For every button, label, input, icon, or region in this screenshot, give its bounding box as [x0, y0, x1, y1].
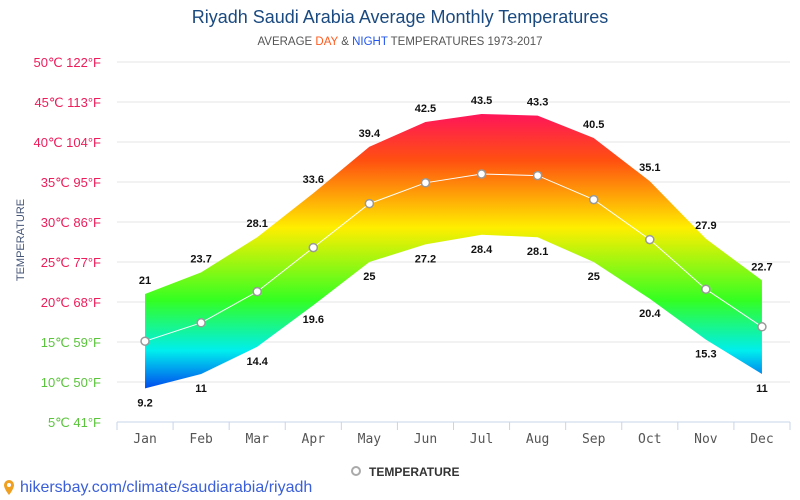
chart-title: Riyadh Saudi Arabia Average Monthly Temp… — [191, 7, 609, 27]
data-point[interactable] — [645, 234, 655, 245]
location-pin-icon — [4, 480, 14, 495]
high-data-label: 42.5 — [415, 103, 436, 115]
low-data-label: 11 — [756, 383, 768, 395]
x-tick-label: Apr — [302, 432, 326, 447]
low-data-label: 15.3 — [695, 349, 716, 361]
low-data-label: 27.2 — [415, 253, 436, 265]
subtitle-night: NIGHT — [352, 36, 388, 48]
x-tick-label: Jun — [414, 432, 437, 447]
subtitle-mid: & — [338, 36, 353, 48]
chart-subtitle: AVERAGE DAY & NIGHT TEMPERATURES 1973-20… — [0, 36, 800, 48]
y-tick-label: 35℃ 95°F — [41, 175, 101, 190]
high-data-label: 39.4 — [359, 128, 381, 140]
low-data-label: 14.4 — [246, 356, 268, 368]
high-data-label: 43.5 — [471, 95, 492, 107]
data-point[interactable] — [701, 284, 711, 294]
low-data-label: 28.1 — [527, 246, 548, 258]
high-data-label: 22.7 — [751, 261, 772, 273]
data-point[interactable] — [196, 318, 206, 328]
y-tick-label: 45℃ 113°F — [34, 95, 101, 110]
x-tick-label: Oct — [638, 432, 661, 447]
source-link[interactable]: hikersbay.com/climate/saudiarabia/riyadh — [20, 479, 313, 496]
data-point[interactable] — [420, 178, 431, 188]
x-tick-label: Sep — [582, 432, 606, 447]
data-point[interactable] — [364, 198, 375, 209]
x-tick-label: Jan — [133, 432, 156, 447]
temperature-range-band — [145, 114, 762, 389]
average-temperature-line — [144, 173, 763, 342]
subtitle-post: TEMPERATURES 1973-2017 — [387, 36, 543, 48]
subtitle-pre: AVERAGE — [257, 36, 316, 48]
high-data-label: 33.6 — [303, 174, 324, 186]
y-tick-label: 25℃ 77°F — [41, 255, 101, 270]
y-tick-label: 30℃ 86°F — [41, 215, 101, 230]
low-data-label: 9.2 — [137, 397, 152, 409]
y-tick-label: 5℃ 41°F — [48, 415, 101, 430]
x-tick-label: Nov — [694, 432, 718, 447]
high-data-label: 27.9 — [695, 220, 716, 232]
low-data-label: 25 — [588, 271, 600, 283]
legend-label[interactable]: TEMPERATURE — [369, 465, 459, 479]
data-point[interactable] — [588, 194, 599, 205]
low-data-label: 28.4 — [471, 244, 493, 256]
data-point[interactable] — [532, 170, 543, 181]
y-tick-label: 40℃ 104°F — [33, 135, 101, 150]
x-tick-label: Aug — [526, 432, 549, 447]
legend-marker[interactable] — [351, 466, 361, 476]
low-data-label: 25 — [363, 271, 375, 283]
y-tick-label: 20℃ 68°F — [41, 295, 101, 310]
x-tick-label: Dec — [750, 432, 773, 447]
y-tick-label: 10℃ 50°F — [41, 375, 101, 390]
x-tick-label: Jul — [470, 432, 493, 447]
high-data-label: 43.3 — [527, 97, 548, 109]
y-tick-label: 50℃ 122°F — [33, 55, 101, 70]
data-point[interactable] — [757, 322, 767, 332]
low-data-label: 20.4 — [639, 308, 661, 320]
x-tick-label: Mar — [245, 432, 269, 447]
low-data-label: 19.6 — [303, 314, 324, 326]
high-data-label: 28.1 — [246, 218, 267, 230]
data-point[interactable] — [308, 242, 319, 253]
low-data-label: 11 — [195, 383, 207, 395]
data-point[interactable] — [476, 169, 487, 179]
subtitle-day: DAY — [315, 36, 338, 48]
high-data-label: 21 — [139, 275, 151, 287]
x-tick-label: May — [358, 432, 382, 447]
high-data-label: 35.1 — [639, 162, 660, 174]
x-tick-label: Feb — [189, 432, 213, 447]
data-point[interactable] — [252, 286, 262, 297]
data-point[interactable] — [140, 336, 150, 346]
y-axis-label: TEMPERATURE — [15, 199, 27, 281]
y-tick-label: 15℃ 59°F — [41, 335, 101, 350]
high-data-label: 23.7 — [190, 253, 211, 265]
high-data-label: 40.5 — [583, 119, 604, 131]
